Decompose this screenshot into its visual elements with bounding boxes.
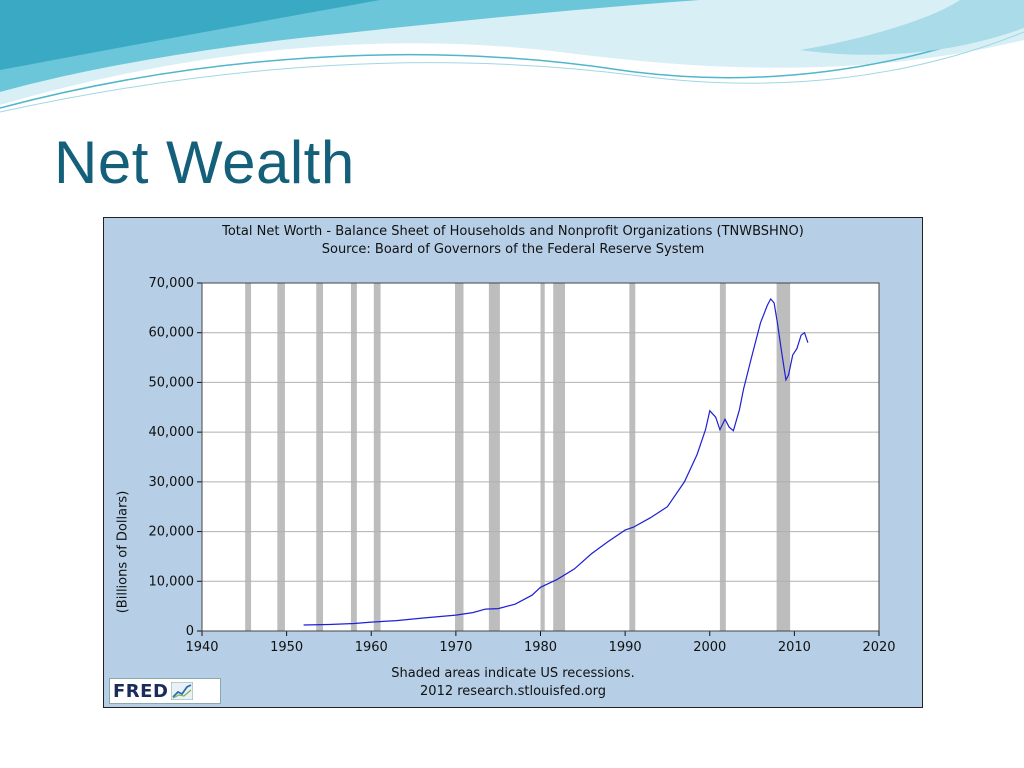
wave-line-1: [0, 19, 1024, 109]
y-tick-label: 20,000: [149, 525, 195, 540]
x-tick-label: 2010: [778, 640, 811, 655]
recession-band: [776, 283, 791, 631]
series-line: [303, 297, 809, 626]
y-tick-label: 60,000: [149, 326, 195, 341]
recession-band: [373, 283, 381, 631]
recession-band: [350, 283, 357, 631]
x-tick-label: 1950: [270, 640, 303, 655]
chart-footnote: Shaded areas indicate US recessions.: [391, 666, 635, 681]
recession-band: [245, 283, 252, 631]
y-tick-label: 70,000: [149, 276, 195, 291]
recession-band: [553, 283, 566, 631]
chart-subtitle: Source: Board of Governors of the Federa…: [321, 242, 705, 257]
y-tick-label: 10,000: [149, 574, 195, 589]
x-tick-label: 1960: [355, 640, 388, 655]
recession-band: [629, 283, 636, 631]
fred-logo-text: FRED: [113, 680, 169, 702]
wave-band-deep: [0, 0, 380, 70]
recession-band: [719, 283, 726, 631]
chart-title: Total Net Worth - Balance Sheet of House…: [222, 224, 804, 239]
recession-band: [316, 283, 324, 631]
x-tick-label: 1980: [524, 640, 557, 655]
y-tick-label: 0: [186, 624, 194, 639]
wave-band-right: [760, 0, 1024, 55]
x-tick-label: 1970: [439, 640, 472, 655]
fred-logo: FRED: [109, 678, 221, 704]
y-tick-label: 30,000: [149, 475, 195, 490]
recession-band: [540, 283, 545, 631]
chart-plot: 0 10,000 20,000 30,000 40,000 50,000 60,000 70,…: [149, 276, 896, 655]
y-tick-label: 50,000: [149, 375, 195, 390]
plot-border: [201, 282, 880, 632]
chart-credit: 2012 research.stlouisfed.org: [420, 684, 606, 699]
chart-frame: Total Net Worth - Balance Sheet of House…: [103, 217, 923, 708]
chart-trend-icon: [171, 682, 194, 700]
recession-band: [488, 283, 500, 631]
header-wave-decoration: [0, 0, 1024, 113]
slide-title: Net Wealth: [54, 129, 355, 196]
x-tick-label: 2000: [693, 640, 726, 655]
x-tick-label: 2020: [862, 640, 895, 655]
wave-line-2: [0, 31, 1024, 113]
x-tick-label: 1940: [185, 640, 218, 655]
x-tick-label: 1990: [609, 640, 642, 655]
recession-band: [455, 283, 464, 631]
y-tick-label: 40,000: [149, 425, 195, 440]
recession-band: [277, 283, 285, 631]
